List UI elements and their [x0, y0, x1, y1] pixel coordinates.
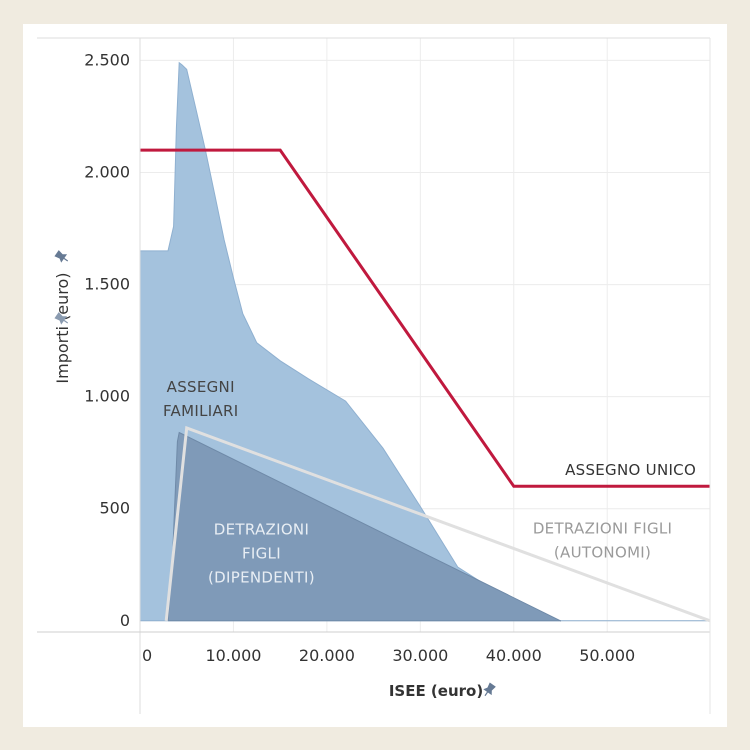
chart-svg: 0 500 1.000 1.500 2.000 2.500 0 10.000 20.000 30.… [37, 37, 711, 714]
x-tick-label-0: 0 [142, 646, 152, 665]
y-tick-label-2: 1.000 [84, 387, 130, 406]
y-tick-label-5: 2.500 [84, 50, 130, 69]
y-axis-pin-icon-2 [54, 312, 69, 325]
chart-frame: 0 500 1.000 1.500 2.000 2.500 0 10.000 20.000 30.… [23, 24, 727, 727]
x-tick-label-2: 20.000 [299, 646, 355, 665]
annotation-label-3: DETRAZIONI FIGLI (AUTONOMI) [533, 519, 672, 561]
y-axis-title: Importi (euro) [53, 272, 72, 383]
x-tick-label-5: 50.000 [579, 646, 635, 665]
y-tick-label-3: 1.500 [84, 275, 130, 294]
annotation-line: DETRAZIONI [214, 520, 309, 538]
annotation-label-0: ASSEGNI FAMILIARI [163, 378, 238, 420]
line-series [140, 148, 711, 623]
y-tick-label-1: 500 [99, 499, 130, 518]
annotation-label-2: ASSEGNO UNICO [565, 461, 696, 479]
y-tick-label-0: 0 [120, 611, 130, 630]
annotation-line: DETRAZIONI FIGLI [533, 519, 672, 537]
y-tick-label-4: 2.000 [84, 162, 130, 181]
annotation-line: FIGLI [242, 544, 281, 562]
x-axis-pin-icon [483, 682, 496, 697]
y-axis-pin-icon [54, 250, 69, 263]
annotation-line: FAMILIARI [163, 402, 238, 420]
x-axis-title: ISEE (euro) [389, 682, 483, 700]
x-tick-label-3: 30.000 [392, 646, 448, 665]
annotations: ASSEGNI FAMILIARI DETRAZIONI FIGLI (DIPENDEN… [163, 378, 696, 586]
annotation-line: ASSEGNO UNICO [565, 461, 696, 479]
annotation-line: ASSEGNI [167, 378, 235, 396]
series-line-3 [164, 425, 711, 623]
annotation-label-1: DETRAZIONI FIGLI (DIPENDENTI) [208, 520, 315, 586]
annotation-line: (AUTONOMI) [554, 543, 651, 561]
annotation-line: (DIPENDENTI) [208, 568, 315, 586]
x-tick-label-4: 40.000 [486, 646, 542, 665]
x-tick-label-1: 10.000 [205, 646, 261, 665]
axes: 0 500 1.000 1.500 2.000 2.500 0 10.000 20.000 30.… [37, 37, 711, 714]
series-line-2 [140, 148, 710, 488]
